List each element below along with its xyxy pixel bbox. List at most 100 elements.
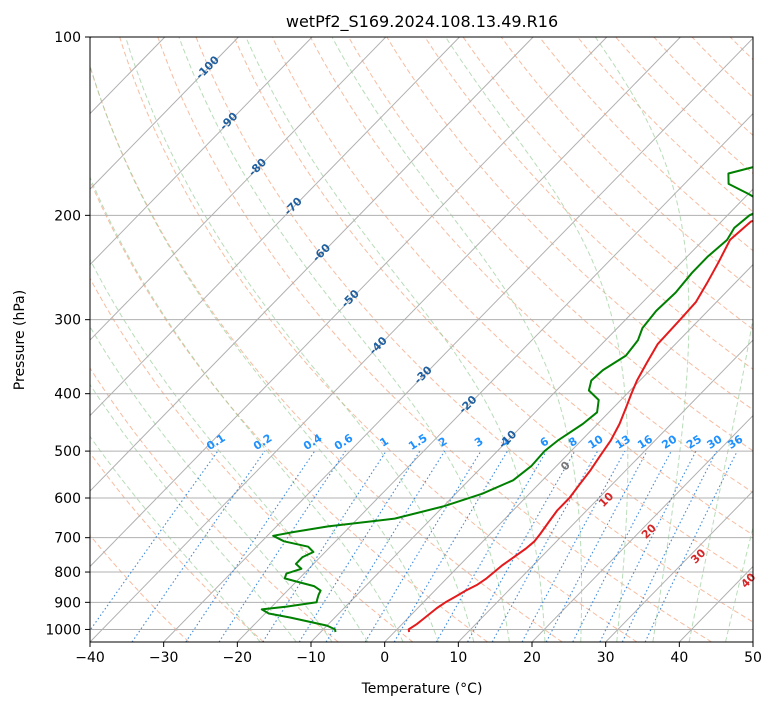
x-tick-label: −10 [296, 650, 326, 666]
isobar-gridlines [90, 37, 753, 630]
y-tick-label: 300 [54, 313, 81, 329]
plot-frame [89, 36, 754, 643]
isotherm-gridlines [90, 37, 753, 642]
isotherm-line [236, 112, 753, 642]
mixing-ratio-line [467, 450, 576, 642]
moist-adiabat-label: 40 [738, 570, 758, 590]
y-tick-label: 500 [54, 444, 81, 460]
chart-title: wetPf2_S169.2024.108.13.49.R16 [286, 12, 558, 32]
dry-adiabat [90, 277, 414, 642]
mixing-ratio-line [599, 450, 697, 642]
dry-adiabat [233, 37, 753, 579]
moist-adiabat-label: 10 [596, 490, 616, 510]
mixing-ratio-line [90, 450, 219, 632]
x-tick-label: −40 [75, 650, 105, 666]
y-tick-label: 200 [54, 208, 81, 224]
mixing-ratio-line [325, 450, 446, 642]
isotherm-label: -70 [282, 194, 305, 217]
mixing-ratio-line [185, 450, 316, 642]
isotherm-label: -30 [411, 363, 434, 386]
dry-adiabat [386, 37, 753, 411]
y-tick-label: 900 [54, 595, 81, 611]
dry-adiabat [309, 37, 753, 494]
dry-adiabat [348, 37, 753, 452]
moist-adiabat-label: 20 [639, 521, 659, 541]
isotherm-line [752, 641, 753, 642]
dry-adiabat [462, 37, 753, 330]
isotherm-line [90, 37, 387, 341]
x-tick-label: 30 [597, 650, 615, 666]
mixing-ratio-label: 1 [377, 435, 391, 450]
mixing-ratio-line [131, 450, 266, 642]
x-tick-label: 50 [744, 650, 762, 666]
mixing-ratio-lines [90, 450, 738, 642]
moist-adiabat-label: 30 [688, 546, 708, 566]
y-tick-label: 1000 [45, 622, 81, 638]
sounding-profiles [260, 166, 753, 633]
isotherm-line [90, 37, 239, 190]
dry-adiabat [500, 37, 753, 291]
dewpoint-profile [260, 166, 753, 633]
x-tick-label: 0 [380, 650, 389, 666]
moist-adiabat [245, 37, 546, 642]
moist-adiabat [90, 175, 404, 642]
x-axis-label: Temperature (°C) [361, 681, 483, 697]
x-tick-label: 10 [449, 650, 467, 666]
isotherm-label: -10 [496, 428, 519, 451]
dry-adiabat [90, 179, 488, 642]
mixing-ratio-line [298, 450, 421, 642]
mixing-ratio-label: 1.5 [406, 431, 429, 453]
mixing-ratio-label: 30 [705, 432, 725, 451]
mixing-ratio-label: 20 [659, 432, 679, 451]
mixing-ratio-label: 25 [684, 433, 704, 452]
x-tick-label: 20 [523, 650, 541, 666]
isotherm-line [457, 339, 753, 642]
y-tick-label: 100 [54, 30, 81, 46]
temperature-profile [407, 219, 753, 633]
mixing-ratio-line [572, 450, 672, 642]
dry-adiabats [90, 37, 753, 642]
mixing-ratio-line [218, 450, 346, 642]
isotherm-line [310, 188, 753, 642]
y-tick-label: 600 [54, 491, 81, 507]
mixing-ratio-label: 16 [635, 432, 655, 451]
isotherm-line [384, 263, 753, 642]
dry-adiabat [119, 37, 638, 642]
moist-adiabat [90, 435, 261, 642]
x-tick-label: −30 [149, 650, 179, 666]
x-tick-label: −20 [223, 650, 253, 666]
moist-adiabat [688, 315, 753, 642]
y-tick-label: 700 [54, 531, 81, 547]
dry-adiabat [90, 367, 339, 642]
moist-adiabat [725, 525, 753, 642]
isotherm-line [90, 37, 313, 266]
mixing-ratio-line [364, 450, 482, 642]
isotherm-line [163, 37, 753, 642]
y-axis: 100 200 300 400 500 600 700 800 900 1000 [45, 30, 90, 638]
moist-adiabat-label: 0 [558, 458, 573, 473]
dry-adiabat [157, 37, 712, 642]
moist-adiabat [445, 37, 629, 642]
mixing-ratio-label: 10 [586, 432, 606, 451]
dry-adiabat [90, 64, 563, 642]
mixing-ratio-line [262, 450, 387, 642]
mixing-ratio-label: 36 [725, 432, 745, 451]
moist-adiabats [90, 37, 753, 642]
dry-adiabat [271, 37, 753, 536]
mixing-ratio-label: 0.4 [301, 431, 325, 453]
mixing-ratio-line [621, 450, 717, 642]
x-axis: −40 −30 −20 −10 0 10 20 30 40 50 [75, 642, 762, 666]
moist-adiabat [331, 37, 583, 642]
mixing-ratio-line [545, 450, 648, 642]
y-tick-label: 400 [54, 387, 81, 403]
mixing-ratio-line [644, 450, 738, 642]
moist-adiabat [178, 37, 510, 642]
moist-adiabat [90, 325, 333, 642]
x-tick-label: 40 [670, 650, 688, 666]
dry-adiabat [691, 37, 753, 99]
mixing-ratio-line [393, 450, 508, 642]
isotherm-line [90, 37, 460, 417]
isotherm-label: -60 [310, 241, 333, 264]
mixing-ratio-label: 3 [472, 435, 486, 450]
